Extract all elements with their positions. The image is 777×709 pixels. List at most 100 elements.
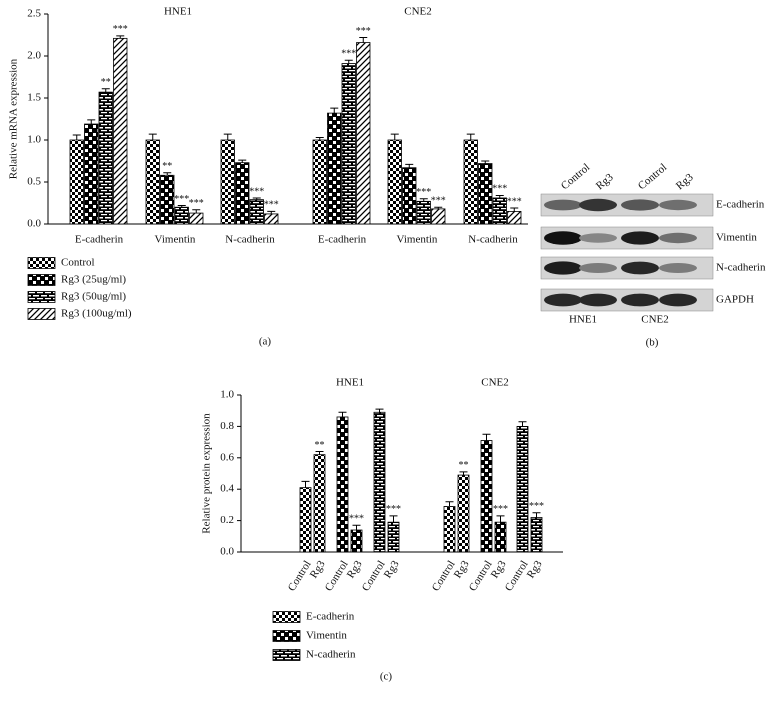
significance-label: ***: [416, 187, 431, 198]
x-tick-label: Rg3: [452, 558, 472, 580]
blot-band: [544, 261, 582, 275]
legend-label: E-cadherin: [306, 611, 355, 623]
bar: [356, 42, 371, 225]
error-bar: [434, 206, 443, 209]
group-label: HNE1: [569, 314, 597, 326]
significance-label: **: [101, 77, 111, 88]
error-bar: [518, 421, 527, 427]
legend-label: Rg3 (100ug/ml): [61, 308, 132, 320]
significance-label: ***: [349, 514, 364, 525]
blot-band: [621, 293, 659, 307]
significance-label: ***: [493, 504, 508, 515]
bar: [416, 200, 431, 225]
significance-label: ***: [507, 196, 522, 207]
bar: [113, 37, 128, 225]
bar: [480, 440, 493, 553]
significance-label: **: [315, 440, 325, 451]
bar: [327, 112, 342, 225]
bar: [457, 474, 470, 553]
bar: [174, 206, 189, 225]
column-label: Control: [636, 161, 669, 192]
bar: [336, 416, 349, 553]
bar: [492, 197, 507, 225]
error-bar: [389, 515, 398, 523]
x-tick-label: Rg3: [489, 558, 509, 580]
significance-label: ***: [113, 24, 128, 35]
bar: [98, 91, 113, 225]
error-bar: [223, 133, 232, 140]
error-bar: [192, 209, 201, 214]
significance-label: ***: [174, 194, 189, 205]
bar: [350, 529, 363, 553]
legend-label: Rg3 (25ug/ml): [61, 274, 126, 286]
significance-label: ***: [386, 504, 401, 515]
bar: [387, 139, 402, 225]
error-bar: [390, 133, 399, 140]
bar: [312, 139, 327, 225]
legend-swatch: [27, 257, 56, 269]
x-tick-label: N-cadherin: [468, 234, 518, 246]
bar: [463, 139, 478, 225]
blot-band: [621, 199, 659, 211]
x-tick-label: Rg3: [308, 558, 328, 580]
y-tick-label: 0.0: [27, 218, 41, 230]
y-tick-label: 2.5: [27, 8, 41, 20]
significance-label: ***: [529, 501, 544, 512]
significance-label: ***: [249, 186, 264, 197]
significance-label: ***: [341, 48, 356, 59]
error-bar: [301, 480, 310, 488]
y-axis-label: Relative mRNA expression: [8, 58, 20, 179]
group-label: CNE2: [641, 314, 669, 326]
group-label: CNE2: [481, 377, 509, 389]
bar: [264, 213, 279, 225]
error-bar: [459, 471, 468, 476]
blot-band: [579, 198, 617, 212]
y-tick-label: 2.0: [27, 50, 41, 62]
legend-swatch: [27, 291, 56, 303]
legend-label: Rg3 (50ug/ml): [61, 291, 126, 303]
blot-band: [659, 263, 697, 273]
y-tick-label: 1.0: [220, 389, 234, 401]
y-tick-label: 1.0: [27, 134, 41, 146]
bar: [373, 411, 386, 553]
bar: [478, 163, 493, 225]
x-tick-label: E-cadherin: [318, 234, 367, 246]
error-bar: [72, 134, 81, 140]
error-bar: [405, 163, 414, 168]
y-tick-label: 0.8: [220, 420, 234, 432]
panel-caption: (c): [380, 671, 393, 683]
x-tick-label: Vimentin: [155, 234, 196, 246]
legend-swatch: [272, 630, 301, 642]
bar: [249, 199, 264, 225]
bar: [341, 63, 356, 225]
bar: [507, 210, 522, 225]
blot-band: [544, 199, 582, 211]
bar: [443, 506, 456, 553]
error-bar: [482, 433, 491, 441]
error-bar: [466, 133, 475, 140]
blot-band: [544, 293, 582, 307]
error-bar: [330, 107, 339, 114]
x-tick-label: N-cadherin: [225, 234, 275, 246]
error-bar: [87, 119, 96, 125]
y-tick-label: 0.6: [220, 451, 234, 463]
x-tick-label: Vimentin: [397, 234, 438, 246]
column-label: Control: [559, 161, 592, 192]
error-bar: [177, 205, 186, 208]
legend-label: N-cadherin: [306, 649, 356, 661]
y-tick-label: 0.4: [220, 483, 234, 495]
blot-band: [544, 231, 582, 245]
column-label: Rg3: [594, 171, 616, 192]
blot-band: [621, 261, 659, 275]
row-label: Vimentin: [716, 232, 757, 244]
row-label: GAPDH: [716, 294, 754, 306]
error-bar: [510, 207, 519, 212]
bar: [69, 139, 84, 225]
legend-label: Control: [61, 257, 95, 269]
error-bar: [238, 159, 247, 163]
error-bar: [267, 210, 276, 214]
error-bar: [116, 35, 125, 39]
error-bar: [148, 133, 157, 140]
error-bar: [101, 88, 110, 93]
